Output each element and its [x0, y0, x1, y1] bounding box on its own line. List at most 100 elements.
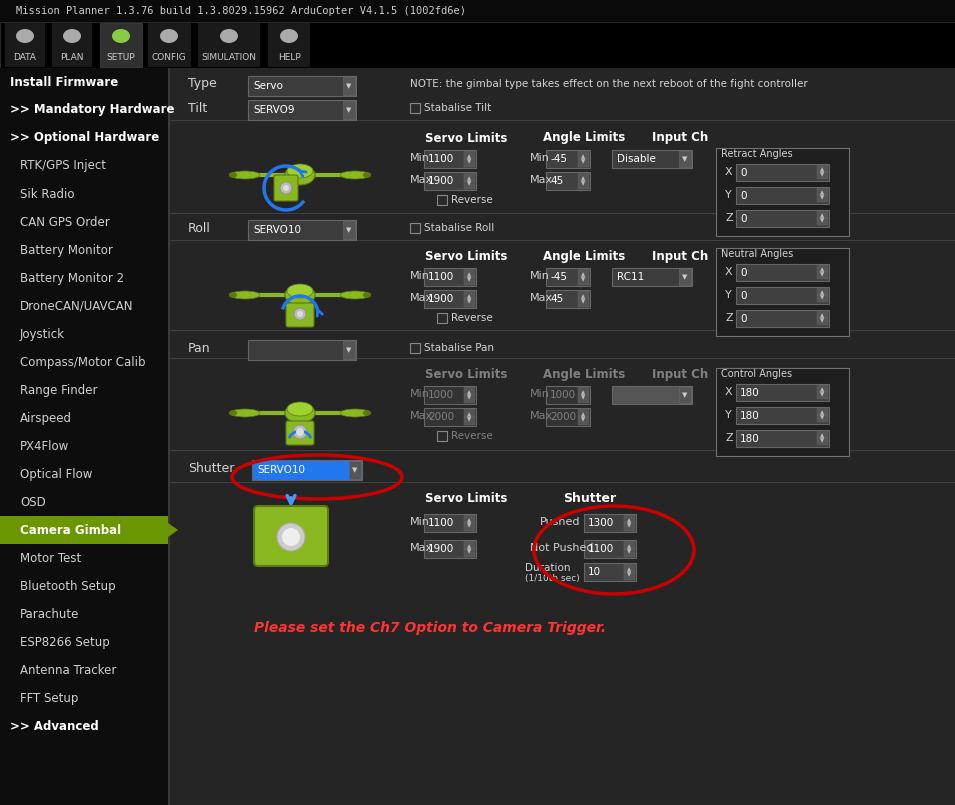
- FancyBboxPatch shape: [170, 482, 955, 483]
- FancyBboxPatch shape: [0, 68, 168, 805]
- Text: Input Ch: Input Ch: [652, 368, 709, 381]
- Text: Reverse: Reverse: [451, 431, 493, 441]
- Text: ▲: ▲: [820, 167, 824, 172]
- FancyBboxPatch shape: [170, 120, 955, 121]
- Text: Reverse: Reverse: [451, 313, 493, 323]
- Text: ▼: ▼: [467, 549, 472, 554]
- Text: ▲: ▲: [467, 412, 472, 417]
- FancyBboxPatch shape: [437, 313, 447, 323]
- Text: Antenna Tracker: Antenna Tracker: [20, 663, 117, 676]
- Text: ▼: ▼: [347, 347, 351, 353]
- FancyBboxPatch shape: [817, 165, 828, 172]
- FancyBboxPatch shape: [286, 303, 314, 327]
- FancyBboxPatch shape: [464, 417, 475, 425]
- Text: ▲: ▲: [820, 190, 824, 195]
- Text: Type: Type: [188, 77, 217, 90]
- FancyBboxPatch shape: [817, 172, 828, 179]
- FancyBboxPatch shape: [584, 563, 636, 581]
- Text: Angle Limits: Angle Limits: [543, 131, 626, 145]
- FancyBboxPatch shape: [546, 172, 590, 190]
- Text: 45: 45: [550, 176, 563, 186]
- Text: ▼: ▼: [820, 218, 824, 223]
- Text: ▲: ▲: [467, 272, 472, 277]
- Text: ▼: ▼: [347, 107, 351, 113]
- FancyBboxPatch shape: [736, 407, 829, 424]
- FancyBboxPatch shape: [343, 77, 355, 95]
- Text: ▲: ▲: [820, 290, 824, 295]
- Ellipse shape: [340, 291, 370, 299]
- Text: 0: 0: [740, 291, 747, 300]
- FancyBboxPatch shape: [584, 540, 636, 558]
- Text: Camera Gimbal: Camera Gimbal: [20, 523, 121, 536]
- Ellipse shape: [287, 284, 313, 298]
- Text: Disable: Disable: [617, 154, 656, 164]
- FancyBboxPatch shape: [612, 268, 692, 286]
- FancyBboxPatch shape: [624, 523, 635, 531]
- Text: Servo Limits: Servo Limits: [425, 131, 507, 145]
- Text: ▼: ▼: [682, 156, 688, 162]
- FancyBboxPatch shape: [343, 101, 355, 119]
- FancyBboxPatch shape: [286, 421, 314, 445]
- Text: ▼: ▼: [820, 318, 824, 323]
- Ellipse shape: [340, 171, 370, 179]
- FancyBboxPatch shape: [52, 23, 92, 67]
- Text: 1100: 1100: [428, 272, 455, 282]
- FancyBboxPatch shape: [343, 221, 355, 239]
- Text: Max: Max: [410, 411, 434, 421]
- Text: Y: Y: [725, 410, 732, 420]
- FancyBboxPatch shape: [0, 22, 955, 68]
- FancyBboxPatch shape: [578, 269, 589, 277]
- Text: Servo: Servo: [253, 81, 283, 91]
- Ellipse shape: [229, 172, 237, 177]
- Text: ▲: ▲: [820, 267, 824, 272]
- Text: Max: Max: [410, 175, 434, 185]
- FancyBboxPatch shape: [546, 290, 590, 308]
- FancyBboxPatch shape: [424, 514, 476, 532]
- Ellipse shape: [363, 292, 371, 298]
- Text: 0: 0: [740, 267, 747, 278]
- Text: Parachute: Parachute: [20, 608, 79, 621]
- Circle shape: [294, 308, 306, 320]
- Ellipse shape: [280, 29, 298, 43]
- Text: Stabalise Roll: Stabalise Roll: [424, 223, 495, 233]
- Text: >> Mandatory Hardware: >> Mandatory Hardware: [10, 104, 175, 117]
- Text: Z: Z: [725, 433, 732, 443]
- Text: Roll: Roll: [188, 221, 211, 234]
- FancyBboxPatch shape: [578, 417, 589, 425]
- FancyBboxPatch shape: [736, 310, 829, 327]
- Text: 180: 180: [740, 411, 760, 420]
- FancyBboxPatch shape: [578, 277, 589, 285]
- Polygon shape: [168, 523, 178, 537]
- Text: Optical Flow: Optical Flow: [20, 468, 93, 481]
- FancyBboxPatch shape: [546, 408, 590, 426]
- Circle shape: [297, 311, 303, 317]
- FancyBboxPatch shape: [410, 343, 420, 353]
- Text: CONFIG: CONFIG: [152, 52, 186, 61]
- Text: SERVO9: SERVO9: [253, 105, 294, 115]
- Text: Shutter: Shutter: [563, 492, 616, 505]
- FancyBboxPatch shape: [343, 341, 355, 359]
- Text: ▼: ▼: [627, 549, 631, 554]
- FancyBboxPatch shape: [736, 210, 829, 227]
- FancyBboxPatch shape: [817, 188, 828, 195]
- Text: ▼: ▼: [582, 277, 585, 282]
- Text: Max: Max: [530, 411, 553, 421]
- Text: 45: 45: [550, 294, 563, 304]
- FancyBboxPatch shape: [817, 195, 828, 202]
- FancyBboxPatch shape: [578, 409, 589, 417]
- Text: >> Optional Hardware: >> Optional Hardware: [10, 131, 159, 145]
- FancyBboxPatch shape: [578, 395, 589, 403]
- Text: PX4Flow: PX4Flow: [20, 440, 70, 452]
- FancyBboxPatch shape: [679, 387, 691, 403]
- Text: Max: Max: [530, 175, 553, 185]
- FancyBboxPatch shape: [170, 358, 955, 359]
- FancyBboxPatch shape: [612, 150, 692, 168]
- Ellipse shape: [230, 409, 260, 417]
- FancyBboxPatch shape: [198, 23, 260, 67]
- Text: 1000: 1000: [550, 390, 576, 400]
- Text: ▼: ▼: [582, 159, 585, 164]
- Text: Pushed: Pushed: [540, 517, 581, 527]
- Text: Angle Limits: Angle Limits: [543, 368, 626, 381]
- FancyBboxPatch shape: [817, 318, 828, 325]
- FancyBboxPatch shape: [248, 100, 356, 120]
